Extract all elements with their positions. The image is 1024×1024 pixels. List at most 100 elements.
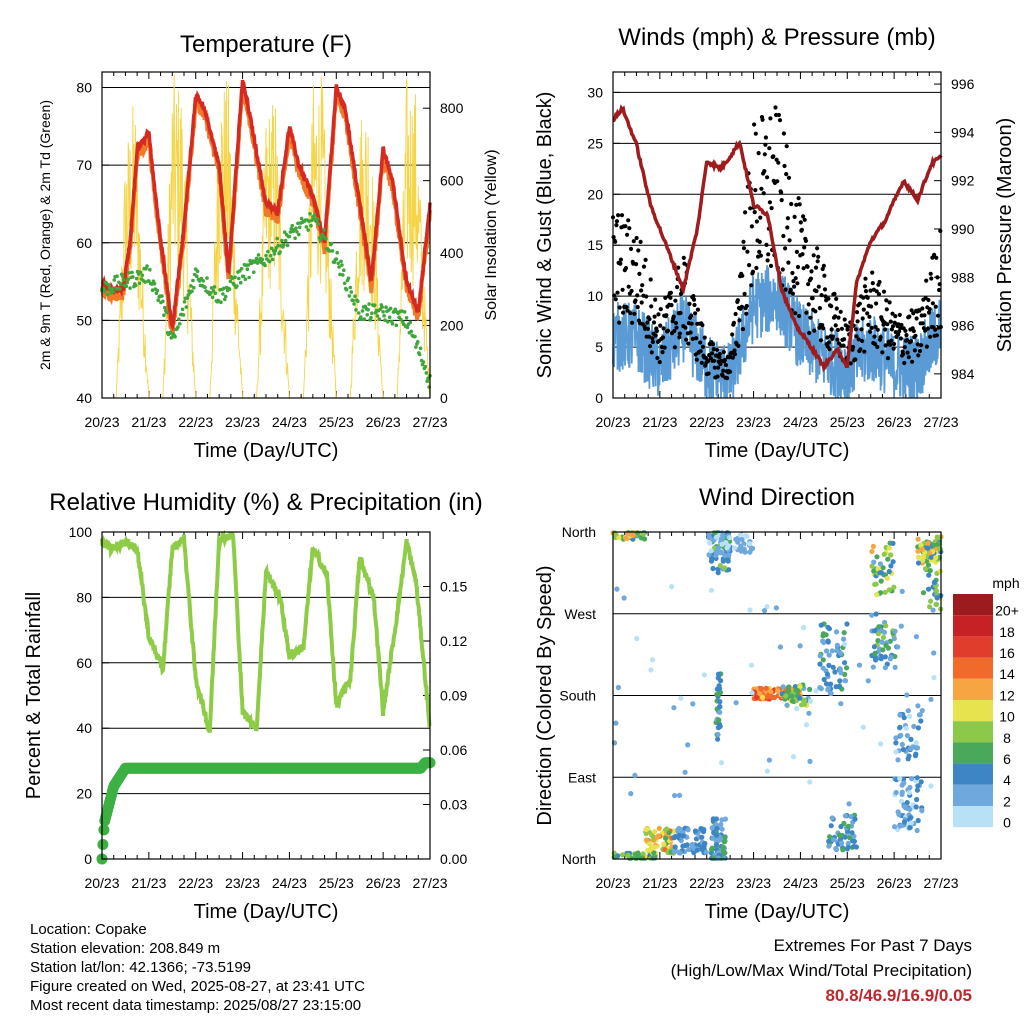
gust-point	[816, 254, 821, 259]
wind-direction-point	[892, 664, 898, 671]
gust-point	[687, 301, 692, 306]
gust-point	[865, 295, 870, 300]
wind-direction-point	[651, 850, 657, 856]
gust-point	[876, 292, 882, 297]
dewpoint-point	[275, 236, 280, 241]
wind-direction-point	[707, 540, 713, 546]
wind-direction-point	[893, 749, 899, 755]
wind-direction-point	[692, 828, 699, 834]
gust-point	[753, 131, 758, 136]
gust-point	[698, 340, 703, 345]
gust-point	[790, 270, 795, 276]
wind-direction-point	[869, 548, 875, 555]
wind-direction-point	[883, 623, 889, 629]
gust-point	[722, 357, 728, 363]
wind-direction-point	[933, 601, 940, 608]
gust-point	[834, 296, 839, 301]
wind-direction-point	[708, 587, 715, 593]
wind-direction-point	[915, 560, 922, 566]
wind-direction-point	[933, 588, 939, 594]
wind-y2tick-label: 994	[951, 124, 975, 140]
gust-point	[861, 307, 866, 312]
gust-point	[881, 289, 887, 294]
wind-direction-point	[933, 555, 939, 561]
dewpoint-point	[223, 294, 228, 299]
wind-direction-point	[886, 545, 892, 551]
dewpoint-point	[118, 287, 122, 291]
dewpoint-point	[357, 311, 361, 315]
dewpoint-point	[270, 257, 275, 262]
gust-point	[790, 291, 796, 296]
dewpoint-point	[353, 294, 357, 299]
dewpoint-point	[110, 286, 115, 291]
wind-direction-point	[878, 578, 884, 584]
gust-point	[649, 350, 654, 355]
gust-point	[754, 219, 760, 224]
gust-point	[821, 326, 826, 331]
gust-point	[829, 327, 834, 332]
wind-direction-point	[676, 849, 682, 856]
gust-point	[854, 310, 860, 315]
gust-point	[646, 334, 652, 339]
wind-direction-point	[903, 725, 909, 731]
gust-point	[739, 304, 744, 309]
gust-point	[870, 281, 875, 286]
dewpoint-point	[330, 249, 335, 253]
wind-direction-point	[686, 846, 692, 853]
wind-direction-point	[892, 824, 898, 830]
dewpoint-point	[273, 248, 278, 253]
wind-direction-point	[840, 847, 846, 853]
gust-point	[804, 310, 809, 315]
gust-point	[885, 322, 890, 327]
wind-direction-point	[927, 604, 933, 610]
dewpoint-point	[201, 279, 205, 283]
hum-ytick-label: 40	[76, 720, 92, 736]
wind-direction-point	[907, 806, 913, 813]
gust-point	[855, 319, 860, 324]
dir-ytick-label: West	[564, 606, 596, 622]
dewpoint-point	[307, 219, 311, 224]
gust-point	[814, 289, 819, 294]
gust-point	[775, 179, 780, 184]
gust-point	[715, 374, 720, 379]
wind-direction-point	[882, 654, 888, 660]
dir-ytick-label: South	[559, 688, 596, 704]
wind-direction-point	[907, 713, 913, 719]
gust-point	[827, 347, 832, 352]
dewpoint-point	[164, 310, 169, 315]
wind-direction-point	[842, 678, 849, 684]
gust-point	[737, 318, 742, 323]
dewpoint-point	[282, 242, 286, 247]
dewpoint-point	[404, 316, 409, 320]
wind-direction-point	[709, 825, 715, 831]
gust-point	[884, 307, 889, 312]
dewpoint-point	[131, 275, 135, 279]
gust-point	[789, 201, 794, 207]
wind-direction-point	[699, 834, 705, 840]
gust-point	[898, 326, 903, 331]
precipitation-point	[97, 839, 109, 850]
dewpoint-point	[296, 221, 300, 226]
wind-direction-point	[893, 735, 899, 741]
dewpoint-point	[382, 314, 386, 318]
gust-point	[793, 276, 798, 281]
wind-direction-point	[710, 816, 717, 822]
wind-direction-point	[715, 855, 721, 861]
wind-direction-point	[640, 855, 646, 861]
wind-direction-point	[807, 779, 813, 785]
temp-xtick-label: 20/23	[84, 414, 119, 430]
temp-y2tick-label: 200	[440, 318, 464, 334]
dewpoint-point	[184, 305, 189, 309]
wind-direction-point	[878, 590, 884, 596]
wind-y2tick-label: 990	[951, 221, 975, 237]
gust-point	[788, 287, 793, 292]
wind-direction-point	[715, 675, 721, 681]
gust-point	[838, 309, 843, 314]
wind-direction-point	[757, 691, 763, 697]
wind-direction-point	[907, 824, 913, 831]
dewpoint-point	[408, 320, 413, 325]
gust-point	[744, 303, 749, 309]
wind-direction-point	[886, 587, 893, 593]
dewpoint-point	[424, 371, 429, 375]
wind-direction-point	[625, 852, 631, 859]
